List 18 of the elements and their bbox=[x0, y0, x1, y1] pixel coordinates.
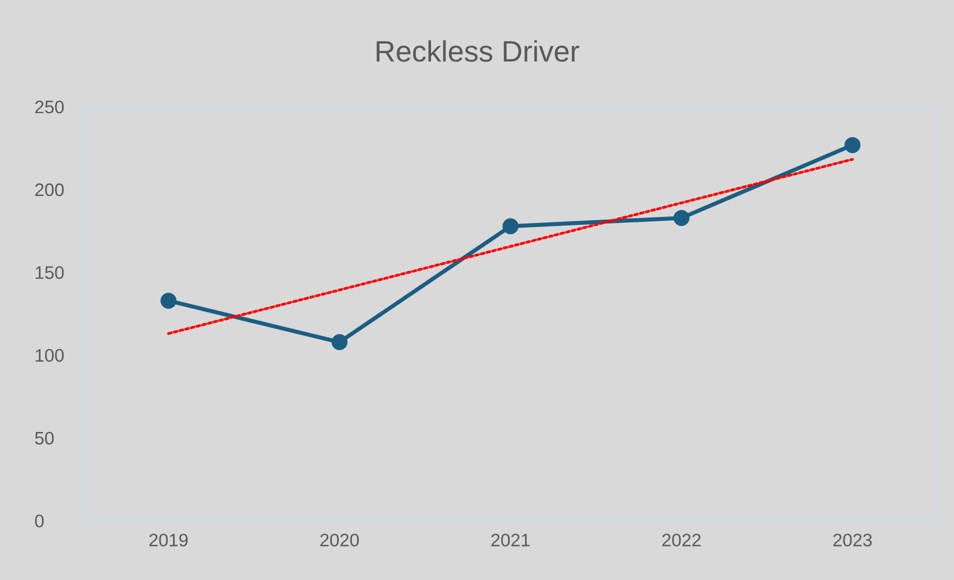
point bbox=[332, 334, 348, 350]
line-series bbox=[167, 158, 854, 335]
y-tick-label: 50 bbox=[35, 432, 54, 445]
x-tick-label: 2021 bbox=[491, 534, 530, 546]
chart-title: Reckless Driver bbox=[376, 40, 580, 62]
y-tick-label: 0 bbox=[35, 514, 44, 528]
x-tick-label: 2019 bbox=[149, 534, 188, 546]
x-tick-label: 2023 bbox=[833, 534, 872, 546]
point bbox=[674, 210, 690, 226]
x-tick-label: 2020 bbox=[320, 534, 359, 546]
y-tick-label: 250 bbox=[35, 100, 64, 114]
point bbox=[844, 137, 860, 154]
point bbox=[502, 218, 518, 234]
y-tick-label: 150 bbox=[36, 266, 64, 279]
point bbox=[160, 292, 177, 309]
y-tick-label: 100 bbox=[36, 349, 64, 362]
y-tick-label: 200 bbox=[35, 183, 64, 196]
x-tick-label: 2022 bbox=[662, 534, 701, 546]
